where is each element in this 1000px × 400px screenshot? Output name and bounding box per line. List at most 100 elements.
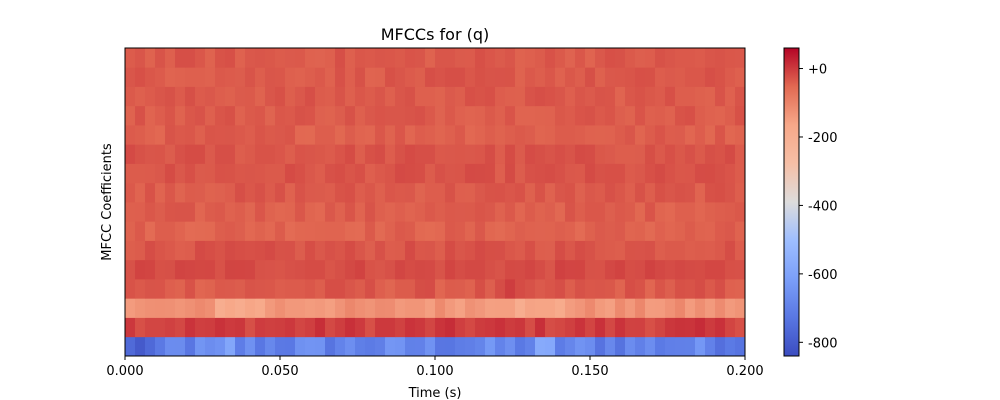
heatmap-cell xyxy=(635,279,646,299)
heatmap-cell xyxy=(275,125,286,145)
heatmap-cell xyxy=(725,279,736,299)
heatmap-cell xyxy=(635,144,646,164)
heatmap-cell xyxy=(615,317,626,338)
heatmap-cell xyxy=(255,67,266,87)
heatmap-cell xyxy=(735,48,746,68)
heatmap-cell xyxy=(205,336,216,357)
heatmap-cell xyxy=(555,125,566,145)
heatmap-cell xyxy=(375,240,386,261)
heatmap-cell xyxy=(655,336,666,357)
heatmap-cell xyxy=(425,240,436,261)
heatmap-cell xyxy=(155,67,166,87)
heatmap-cell xyxy=(275,259,286,280)
heatmap-cell xyxy=(285,163,296,184)
heatmap-cell xyxy=(665,279,676,299)
heatmap-cell xyxy=(145,336,156,357)
heatmap-cell xyxy=(235,298,246,318)
heatmap-cell xyxy=(555,86,566,107)
heatmap-cell xyxy=(285,105,296,126)
heatmap-cell xyxy=(555,163,566,184)
heatmap-cell xyxy=(625,298,636,318)
heatmap-cell xyxy=(455,125,466,145)
heatmap-cell xyxy=(665,298,676,318)
heatmap-cell xyxy=(425,336,436,357)
heatmap-cell xyxy=(215,144,226,164)
heatmap-cell xyxy=(655,163,666,184)
heatmap-cell xyxy=(325,144,336,164)
heatmap-cell xyxy=(235,86,246,107)
heatmap-cell xyxy=(325,48,336,68)
heatmap-cell xyxy=(325,105,336,126)
heatmap-cell xyxy=(165,298,176,318)
heatmap-cell xyxy=(225,48,236,68)
heatmap-cell xyxy=(155,259,166,280)
heatmap-cell xyxy=(415,279,426,299)
heatmap-cell xyxy=(675,298,686,318)
heatmap-cell xyxy=(645,221,656,241)
heatmap-cell xyxy=(155,86,166,107)
heatmap-cell xyxy=(345,298,356,318)
heatmap-cell xyxy=(335,105,346,126)
heatmap-cell xyxy=(455,317,466,338)
heatmap-cell xyxy=(135,317,146,338)
heatmap-cell xyxy=(705,144,716,164)
colorbar-tick-label: +0 xyxy=(808,63,827,78)
heatmap-cell xyxy=(325,163,336,184)
heatmap-plot-area xyxy=(125,48,746,357)
heatmap-cell xyxy=(525,240,536,261)
heatmap-cell xyxy=(355,279,366,299)
heatmap-cell xyxy=(605,105,616,126)
heatmap-cell xyxy=(595,259,606,280)
heatmap-cell xyxy=(705,336,716,357)
heatmap-cell xyxy=(445,67,456,87)
heatmap-cell xyxy=(345,48,356,68)
heatmap-cell xyxy=(295,259,306,280)
heatmap-cell xyxy=(475,125,486,145)
heatmap-cell xyxy=(135,163,146,184)
heatmap-cell xyxy=(315,317,326,338)
heatmap-cell xyxy=(125,67,136,87)
heatmap-cell xyxy=(625,279,636,299)
heatmap-cell xyxy=(235,221,246,241)
heatmap-cell xyxy=(305,125,316,145)
heatmap-cell xyxy=(155,163,166,184)
heatmap-cell xyxy=(365,125,376,145)
heatmap-cell xyxy=(395,144,406,164)
heatmap-cell xyxy=(405,298,416,318)
heatmap-cell xyxy=(235,144,246,164)
heatmap-cell xyxy=(525,163,536,184)
heatmap-cell xyxy=(655,48,666,68)
heatmap-cell xyxy=(375,279,386,299)
heatmap-cell xyxy=(175,86,186,107)
heatmap-cell xyxy=(725,182,736,203)
heatmap-cell xyxy=(595,163,606,184)
heatmap-cell xyxy=(265,336,276,357)
heatmap-cell xyxy=(725,240,736,261)
heatmap-cell xyxy=(385,125,396,145)
heatmap-cell xyxy=(345,221,356,241)
heatmap-cell xyxy=(335,336,346,357)
heatmap-cell xyxy=(555,221,566,241)
heatmap-cell xyxy=(255,279,266,299)
heatmap-cell xyxy=(435,336,446,357)
heatmap-cell xyxy=(705,221,716,241)
heatmap-cell xyxy=(705,86,716,107)
heatmap-cell xyxy=(215,317,226,338)
heatmap-cell xyxy=(375,298,386,318)
heatmap-cell xyxy=(505,298,516,318)
heatmap-cell xyxy=(135,105,146,126)
heatmap-cell xyxy=(625,336,636,357)
heatmap-cell xyxy=(515,125,526,145)
heatmap-cell xyxy=(395,259,406,280)
heatmap-cell xyxy=(595,182,606,203)
heatmap-cell xyxy=(125,336,136,357)
heatmap-cell xyxy=(505,67,516,87)
heatmap-cell xyxy=(175,144,186,164)
heatmap-cell xyxy=(715,279,726,299)
heatmap-cell xyxy=(475,279,486,299)
heatmap-cell xyxy=(445,279,456,299)
heatmap-cell xyxy=(535,240,546,261)
heatmap-cell xyxy=(445,48,456,68)
heatmap-cell xyxy=(155,336,166,357)
heatmap-cell xyxy=(315,67,326,87)
